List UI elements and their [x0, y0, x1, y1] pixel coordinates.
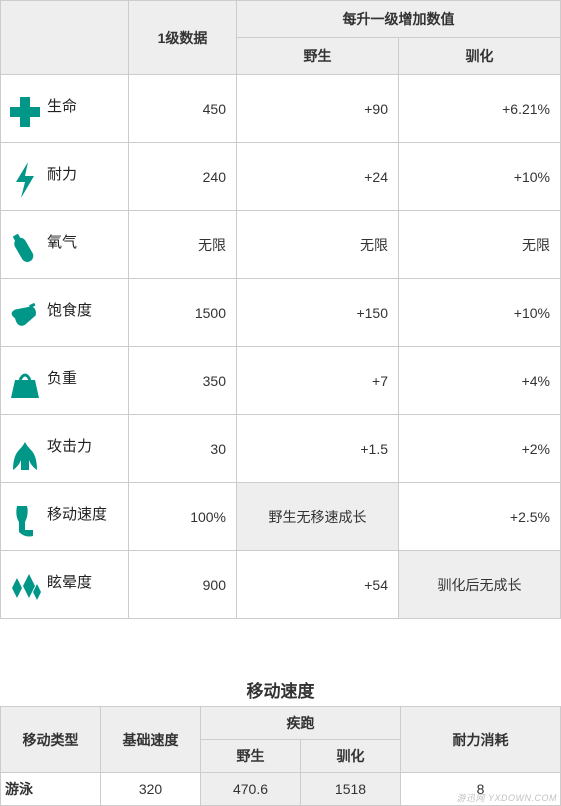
stats-row: 负重 350+7+4% — [1, 347, 561, 415]
stat-lvl1: 100% — [129, 483, 237, 551]
speed-row-sprint-wild: 470.6 — [201, 773, 301, 806]
stat-name-cell: 眩晕度 — [1, 551, 129, 619]
stat-wild: 无限 — [237, 211, 399, 279]
stat-tamed: +10% — [399, 143, 561, 211]
stat-tamed: +2.5% — [399, 483, 561, 551]
stats-header-tamed: 驯化 — [399, 38, 561, 75]
stat-wild: 野生无移速成长 — [237, 483, 399, 551]
stat-lvl1: 900 — [129, 551, 237, 619]
speed-header-sprint: 疾跑 — [201, 707, 401, 740]
weight-icon — [5, 362, 45, 406]
torpor-icon — [5, 566, 45, 610]
stat-lvl1: 450 — [129, 75, 237, 143]
food-icon — [5, 294, 45, 338]
speed-table-title: 移动速度 — [0, 677, 561, 702]
speed-header-tamed: 驯化 — [301, 740, 401, 773]
stat-lvl1: 240 — [129, 143, 237, 211]
stats-row: 移动速度 100%野生无移速成长+2.5% — [1, 483, 561, 551]
stat-lvl1: 30 — [129, 415, 237, 483]
stat-lvl1: 350 — [129, 347, 237, 415]
stats-row: 生命 450+90+6.21% — [1, 75, 561, 143]
stat-wild: +1.5 — [237, 415, 399, 483]
speed-row-sprint-tamed: 1518 — [301, 773, 401, 806]
stat-label: 负重 — [45, 367, 77, 406]
watermark-text: 游迅网 YXDOWN.COM — [457, 791, 558, 804]
stat-tamed: +4% — [399, 347, 561, 415]
stat-lvl1: 无限 — [129, 211, 237, 279]
stamina-icon — [5, 158, 45, 202]
stat-wild: +24 — [237, 143, 399, 211]
health-icon — [5, 90, 45, 134]
stat-label: 攻击力 — [45, 435, 92, 474]
stats-row: 饱食度 1500+150+10% — [1, 279, 561, 347]
speed-header-base: 基础速度 — [101, 707, 201, 773]
stats-row: 攻击力 30+1.5+2% — [1, 415, 561, 483]
stats-table: 1级数据 每升一级增加数值 野生 驯化 生命450+90+6.21%耐力240+… — [0, 0, 561, 619]
stat-label: 移动速度 — [45, 503, 107, 542]
stats-row: 眩晕度 900+54驯化后无成长 — [1, 551, 561, 619]
stat-label: 饱食度 — [45, 299, 92, 338]
speed-row-type: 游泳 — [1, 773, 101, 806]
speed-header-drain: 耐力消耗 — [401, 707, 561, 773]
melee-icon — [5, 430, 45, 474]
stat-wild: +54 — [237, 551, 399, 619]
stat-tamed: 驯化后无成长 — [399, 551, 561, 619]
speed-row-base: 320 — [101, 773, 201, 806]
stats-header-wild: 野生 — [237, 38, 399, 75]
stat-name-cell: 负重 — [1, 347, 129, 415]
stat-wild: +90 — [237, 75, 399, 143]
stat-label: 耐力 — [45, 163, 77, 202]
stat-label: 氧气 — [45, 231, 77, 270]
stat-tamed: +10% — [399, 279, 561, 347]
stats-row: 耐力 240+24+10% — [1, 143, 561, 211]
stat-label: 眩晕度 — [45, 571, 92, 610]
stat-tamed: +6.21% — [399, 75, 561, 143]
stats-row: 氧气无限无限无限 — [1, 211, 561, 279]
stats-header-blank — [1, 1, 129, 75]
stats-header-perlevel: 每升一级增加数值 — [237, 1, 561, 38]
speed-icon — [5, 498, 45, 542]
stat-name-cell: 生命 — [1, 75, 129, 143]
stat-lvl1: 1500 — [129, 279, 237, 347]
stats-header-lvl1: 1级数据 — [129, 1, 237, 75]
stat-name-cell: 饱食度 — [1, 279, 129, 347]
speed-header-wild: 野生 — [201, 740, 301, 773]
stat-name-cell: 移动速度 — [1, 483, 129, 551]
stat-tamed: +2% — [399, 415, 561, 483]
stat-label: 生命 — [45, 95, 77, 134]
stat-name-cell: 耐力 — [1, 143, 129, 211]
stat-tamed: 无限 — [399, 211, 561, 279]
oxygen-icon — [5, 226, 45, 270]
speed-header-type: 移动类型 — [1, 707, 101, 773]
stat-name-cell: 攻击力 — [1, 415, 129, 483]
stat-wild: +7 — [237, 347, 399, 415]
stat-wild: +150 — [237, 279, 399, 347]
stat-name-cell: 氧气 — [1, 211, 129, 279]
